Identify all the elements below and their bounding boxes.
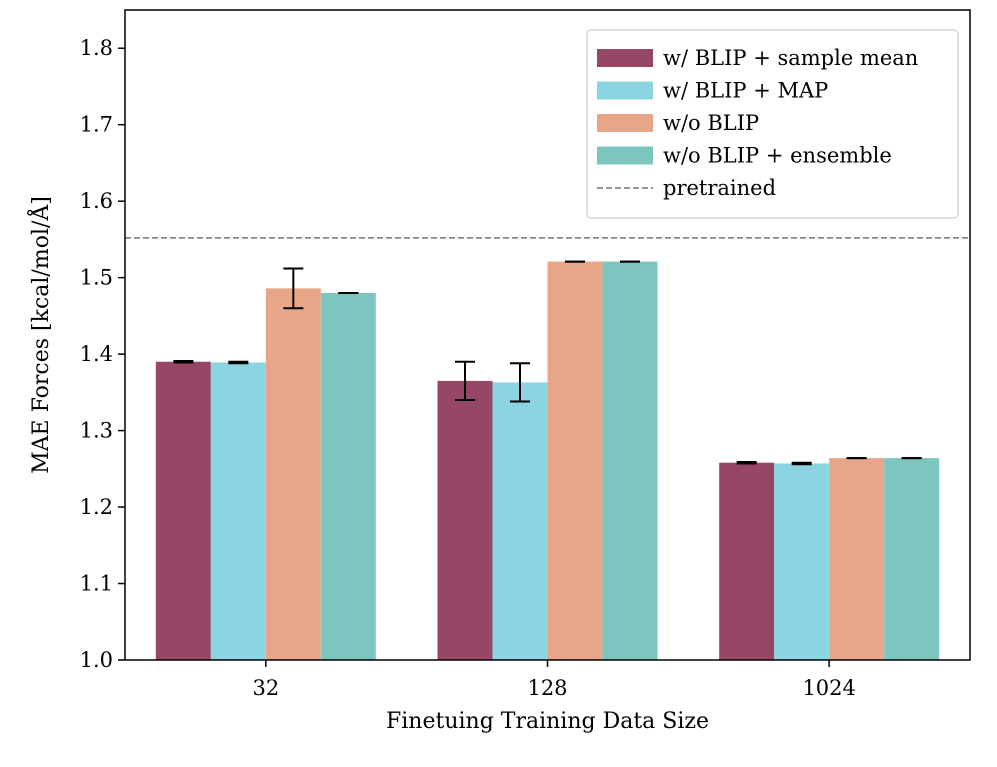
y-tick-label: 1.5 <box>80 266 113 290</box>
bar <box>602 261 658 660</box>
bar <box>210 362 266 660</box>
bar <box>884 458 940 660</box>
x-tick-label: 32 <box>252 676 279 700</box>
legend-label: w/ BLIP + MAP <box>663 79 828 103</box>
y-tick-label: 1.4 <box>80 342 113 366</box>
x-tick-label: 128 <box>527 676 567 700</box>
y-tick-label: 1.8 <box>80 36 113 60</box>
bar <box>492 382 548 660</box>
bar <box>437 380 493 660</box>
legend-swatch <box>597 114 653 132</box>
bar <box>719 462 775 660</box>
bars-layer <box>155 261 940 660</box>
legend-swatch <box>597 49 653 67</box>
bar <box>265 288 321 660</box>
y-axis-label: MAE Forces [kcal/mol/Å] <box>26 196 54 474</box>
legend-label: pretrained <box>663 176 776 200</box>
legend-label: w/o BLIP + ensemble <box>663 144 892 168</box>
legend: w/ BLIP + sample mean w/ BLIP + MAP w/o BL… <box>586 29 959 219</box>
legend-swatch <box>597 81 653 100</box>
x-axis-label: Finetuing Training Data Size <box>386 709 709 734</box>
bar <box>829 458 885 660</box>
y-tick-label: 1.0 <box>80 648 113 672</box>
legend-swatch <box>597 146 653 165</box>
bar <box>155 361 211 660</box>
y-tick-label: 1.3 <box>80 419 113 443</box>
legend-label: w/ BLIP + sample mean <box>663 46 918 70</box>
y-tick-label: 1.1 <box>80 572 113 596</box>
legend-box <box>586 29 959 219</box>
bar <box>320 292 376 660</box>
y-axis: 1.0 1.1 1.2 1.3 1.4 1.5 1.6 1.7 1.8 <box>80 36 125 672</box>
x-axis: 32 128 1024 <box>252 660 856 700</box>
y-tick-label: 1.7 <box>80 113 113 137</box>
y-tick-label: 1.2 <box>80 495 113 519</box>
x-tick-label: 1024 <box>802 676 855 700</box>
bar <box>774 463 830 660</box>
y-tick-label: 1.6 <box>80 189 113 213</box>
error-bars-layer <box>173 260 922 466</box>
legend-label: w/o BLIP <box>663 111 759 135</box>
bar <box>547 261 603 660</box>
